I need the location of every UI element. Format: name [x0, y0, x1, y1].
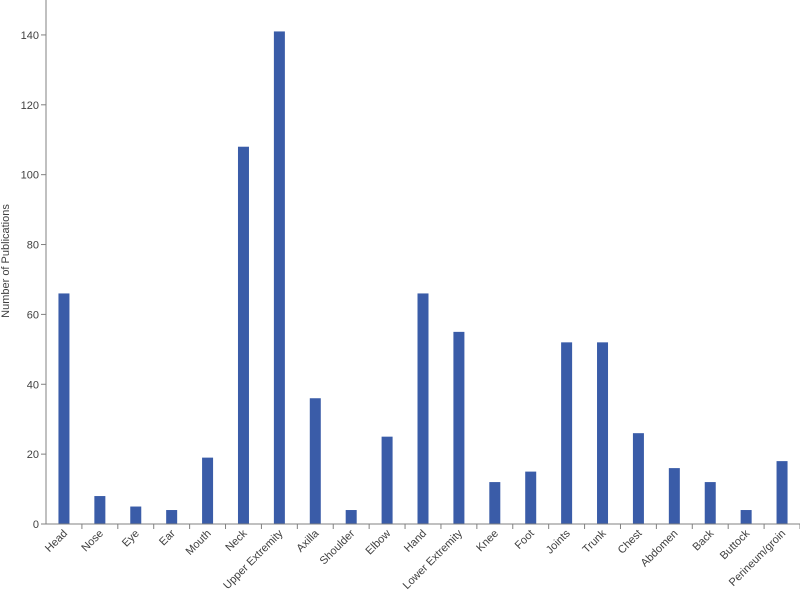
x-tick-label-abdomen: Abdomen — [639, 528, 681, 570]
x-tick-label-head: Head — [43, 528, 70, 555]
bar-joints — [561, 342, 573, 524]
y-axis-title: Number of Publications — [0, 204, 12, 318]
bar-axilla — [309, 398, 321, 524]
bar-back — [704, 482, 716, 524]
bar-trunk — [597, 342, 609, 524]
bar-shoulder — [345, 510, 357, 524]
x-tick-label-hand: Hand — [402, 528, 429, 555]
bar-neck — [237, 146, 249, 524]
x-tick-label-mouth: Mouth — [184, 528, 214, 558]
bar-eye — [130, 506, 142, 524]
bar-lower-extremity — [453, 331, 465, 524]
x-tick-label-joints: Joints — [544, 527, 573, 556]
x-tick-label-elbow: Elbow — [364, 528, 394, 558]
y-tick-label-100: 100 — [21, 170, 39, 182]
bar-buttock — [740, 510, 752, 524]
bar-elbow — [381, 436, 393, 524]
bar-chest — [632, 433, 644, 524]
bar-knee — [489, 482, 501, 524]
y-tick-label-120: 120 — [21, 100, 39, 112]
x-tick-label-foot: Foot — [513, 528, 537, 552]
y-tick-label-0: 0 — [33, 519, 39, 531]
bar-hand — [417, 293, 429, 524]
bar-foot — [525, 471, 537, 524]
bar-abdomen — [668, 468, 680, 524]
x-tick-label-knee: Knee — [474, 528, 501, 555]
x-tick-label-axilla: Axilla — [294, 527, 322, 555]
y-tick-label-60: 60 — [27, 309, 39, 321]
bar-head — [58, 293, 70, 524]
y-tick-label-80: 80 — [27, 240, 39, 252]
x-tick-label-back: Back — [691, 527, 717, 553]
y-axis-ticks: 0 20 40 60 80 100 120 140 — [21, 30, 46, 531]
bar-ear — [166, 510, 178, 524]
bar-mouth — [202, 457, 214, 524]
x-tick-label-trunk: Trunk — [581, 527, 609, 555]
x-tick-label-chest: Chest — [616, 528, 645, 557]
x-tick-label-eye: Eye — [120, 528, 142, 550]
bar-nose — [94, 496, 106, 524]
x-tick-label-nose: Nose — [79, 528, 106, 555]
x-tick-label-ear: Ear — [157, 527, 178, 548]
x-tick-label-shoulder: Shoulder — [318, 527, 358, 567]
y-tick-label-40: 40 — [27, 379, 39, 391]
y-tick-label-20: 20 — [27, 449, 39, 461]
bar-upper-extremity — [273, 31, 285, 524]
y-tick-label-140: 140 — [21, 30, 39, 42]
bars-group — [58, 31, 788, 524]
x-tick-label-neck: Neck — [223, 527, 250, 554]
bar-perineum-groin — [776, 461, 788, 524]
x-tick-label-buttock: Buttock — [718, 527, 753, 562]
